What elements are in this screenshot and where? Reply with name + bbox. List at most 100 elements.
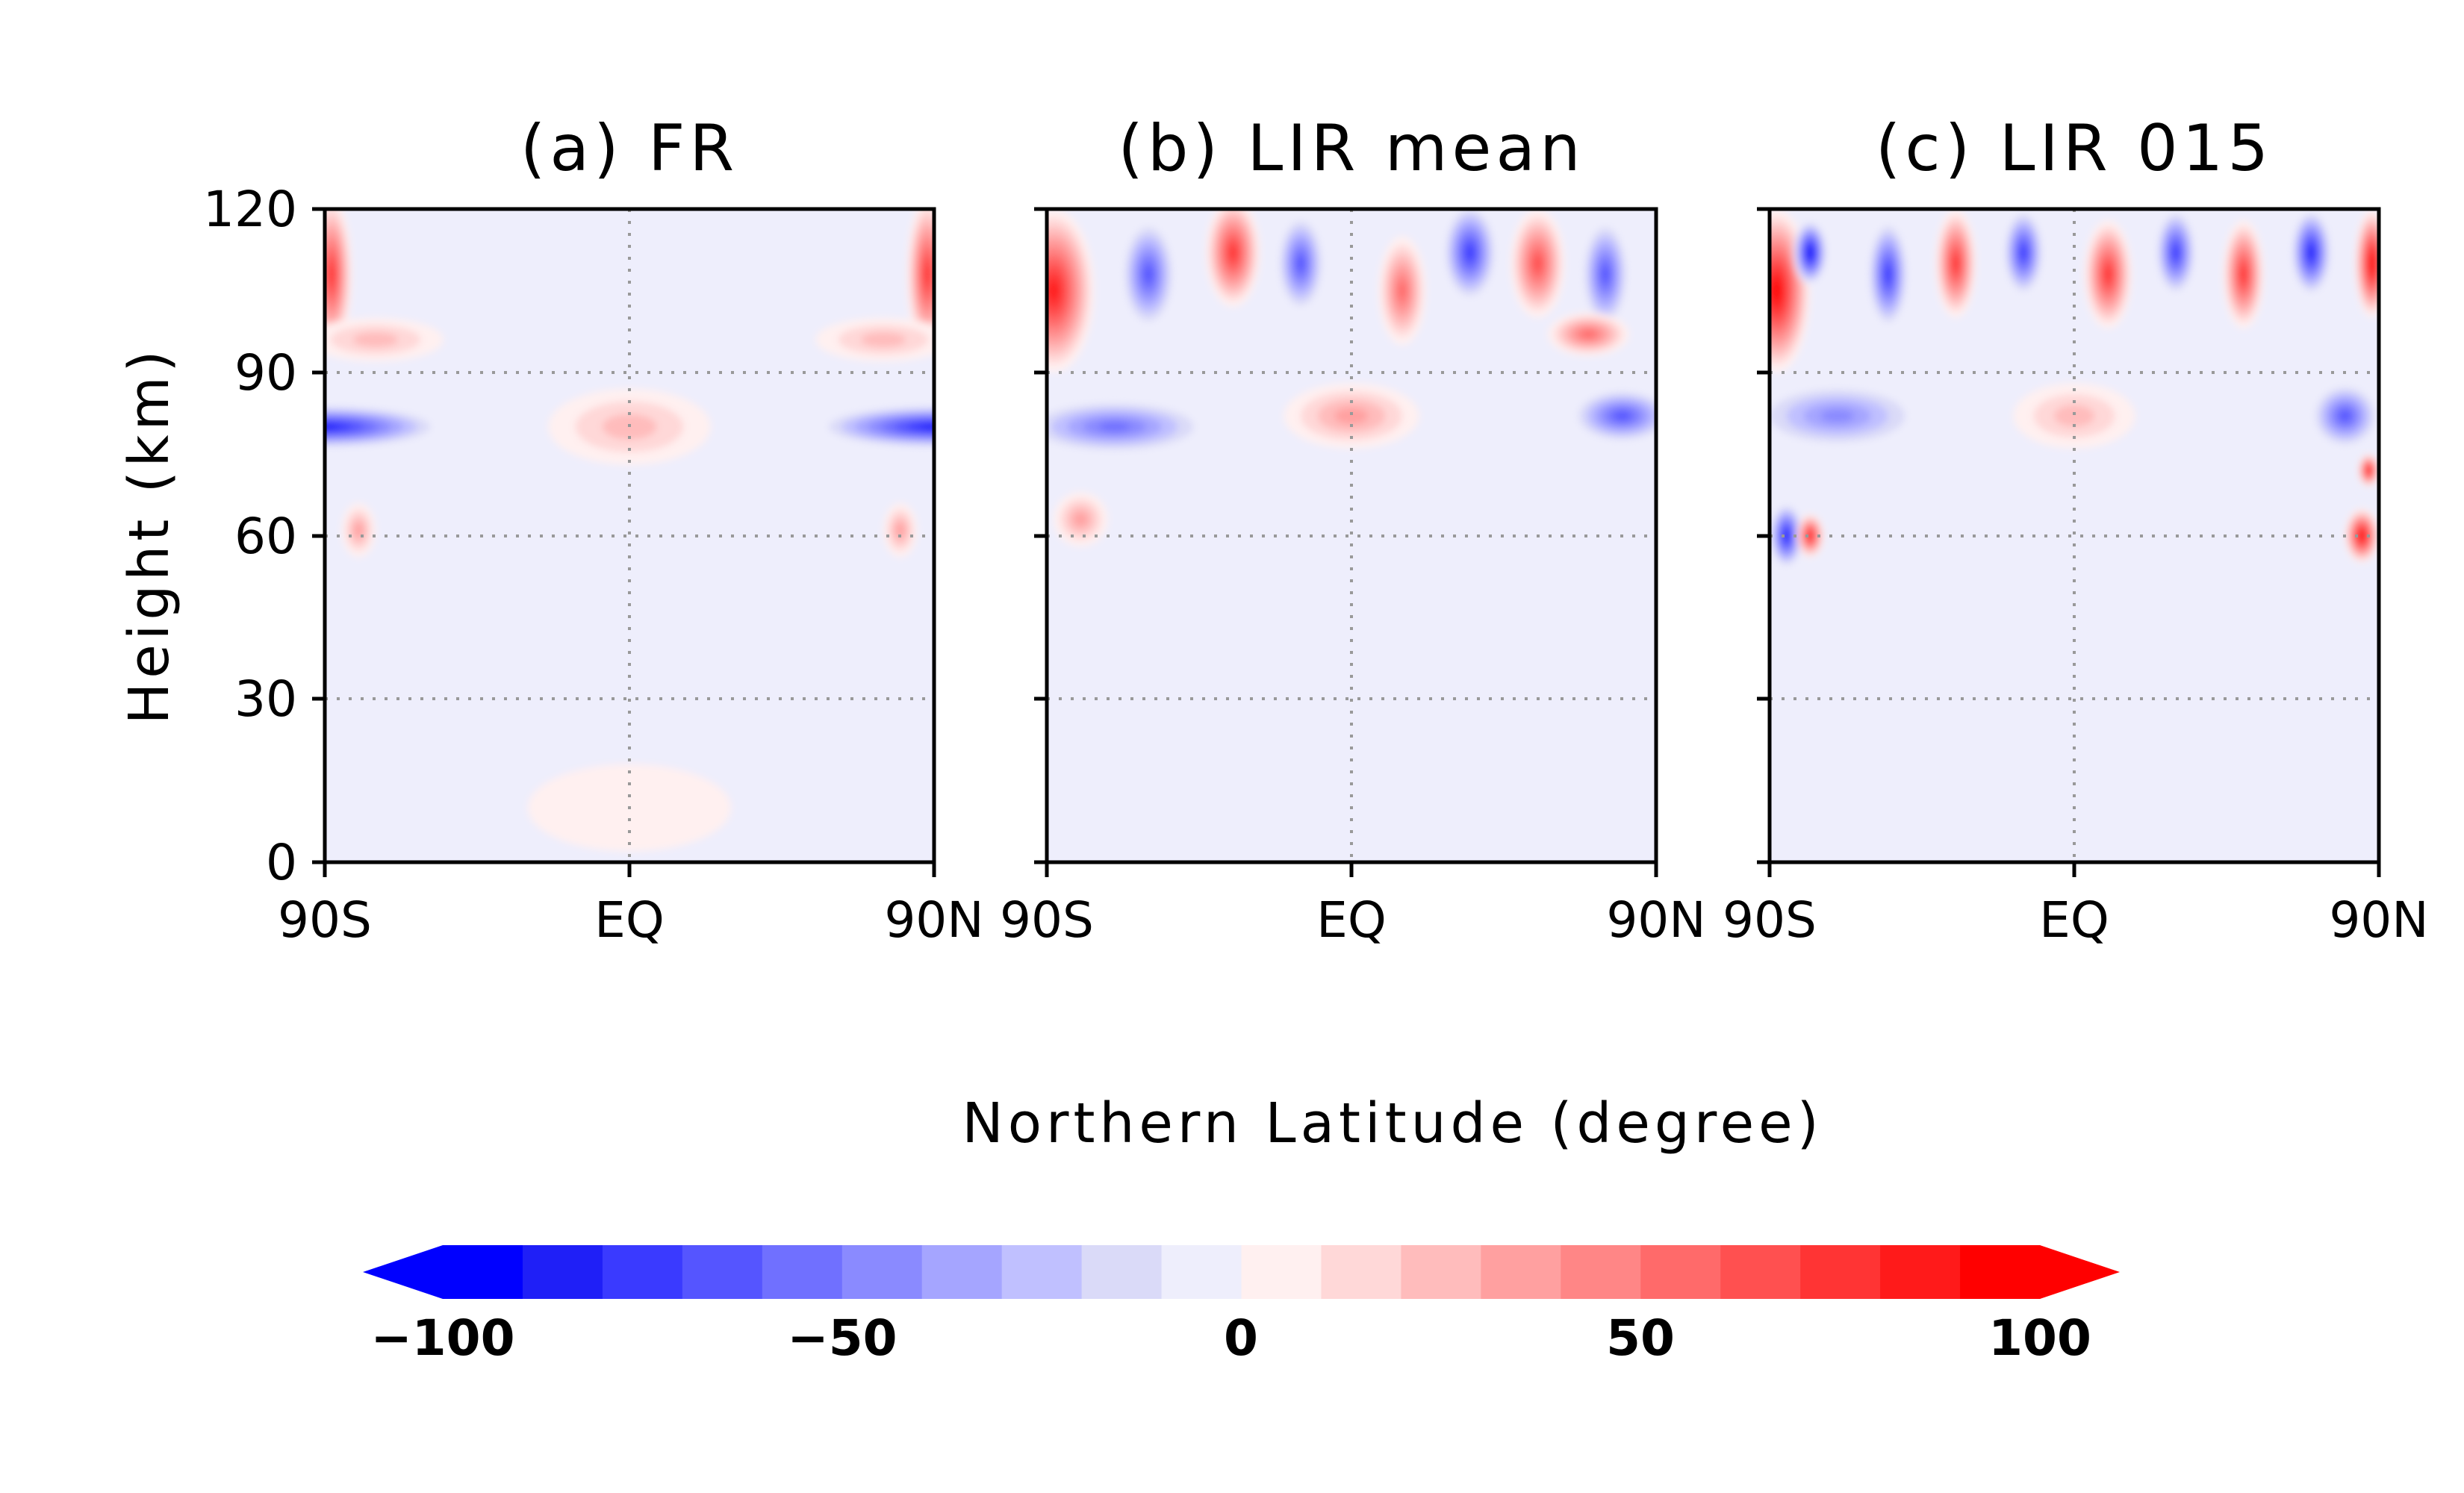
contour-level [1820,409,1855,423]
x-tick-label: EQ [594,891,665,949]
colorbar-segment [1960,1245,2041,1299]
colorbar-segment [1561,1245,1641,1299]
colorbar-segment [522,1245,603,1299]
grid-lines [325,209,934,862]
contour-level [1773,282,1780,299]
colorbar-extend-high [2040,1245,2120,1299]
x-tick-label: 90S [278,891,372,949]
colorbar-segment [1401,1245,1481,1299]
y-ticks [1034,207,1047,864]
contour-level [1098,422,1130,431]
x-axis-title: Northern Latitude (degree) [962,1091,1823,1156]
panel-title: (b) LIR mean [1118,111,1584,186]
contour-level [921,424,934,429]
contour-level [1144,267,1153,282]
y-axis-title: Height (km) [117,346,181,725]
y-tick-label: 60 [234,508,297,565]
contour-level [1466,246,1474,259]
contour-level [2105,267,2112,281]
contour-field [1047,209,1656,547]
contour-level [329,264,335,284]
contour-level [2340,411,2351,421]
x-ticks [323,862,936,877]
colorbar-segment [1241,1245,1322,1299]
contour-level [1602,267,1609,282]
colorbar-tick-label: 0 [1224,1309,1258,1367]
x-tick-label: 90N [2329,891,2428,949]
colorbar-segment [682,1245,763,1299]
contour-level [1229,246,1236,260]
colorbar-tick-label: 50 [1606,1309,1675,1367]
panel-c: (c) LIR 015 90S EQ 90N [1723,111,2429,949]
contour-level [2367,468,2371,473]
panel-a: (a) FR 90S EQ 90N 120 90 60 30 0 [203,111,984,949]
contour-level [2053,405,2095,427]
y-ticks [1757,207,1770,864]
contour-level [1808,249,1812,256]
x-tick-label: 90S [1000,891,1094,949]
contour-level [1334,408,1369,425]
colorbar-segment [1161,1245,1242,1299]
colorbar-segment [1720,1245,1801,1299]
colorbar-segment [1880,1245,1961,1299]
x-ticks [1045,862,1658,877]
panel-title: (a) FR [520,111,738,186]
x-tick-label: 90S [1723,891,1817,949]
colorbar [363,1245,2120,1299]
colorbar-segment [1001,1245,1083,1299]
colorbar-extend-low [363,1245,443,1299]
contour-level [325,424,338,429]
contour-field [1770,209,2379,569]
panel-title: (c) LIR 015 [1876,111,2273,186]
y-tick-label: 30 [234,670,297,728]
colorbar-segment [602,1245,683,1299]
grid-lines [1047,209,1656,862]
colorbar-segment [841,1245,923,1299]
colorbar-segment [1321,1245,1401,1299]
contour-level [1785,532,1789,540]
x-tick-label: 90N [1606,891,1705,949]
grid-lines [1770,209,2379,862]
colorbar-tick-label: −100 [370,1309,514,1367]
colorbar-segment [1481,1245,1561,1299]
y-ticks [312,207,325,864]
contour-level [354,523,364,537]
contour-level [1074,512,1088,526]
colorbar-segment [1800,1245,1881,1299]
contour-level [1885,267,1891,281]
contour-level [2370,258,2374,269]
x-tick-label: 90N [884,891,983,949]
y-tick-label: 120 [203,181,297,238]
contour-level [1581,330,1596,338]
contour-level [1049,281,1059,300]
contour-level [2360,532,2364,539]
contour-level [1614,411,1630,420]
colorbar-segment [762,1245,843,1299]
y-tick-label: 90 [234,344,297,402]
contour-level [528,209,731,269]
x-tick-label: EQ [2039,891,2109,949]
colorbar-tick-label: 100 [1988,1309,2091,1367]
contour-level [2020,247,2026,258]
contour-level [896,523,905,537]
contour-level [2309,247,2314,258]
contour-level [924,264,930,284]
contour-level [1953,256,1959,271]
colorbar-segment [1081,1245,1163,1299]
x-tick-label: EQ [1316,891,1387,949]
contour-level [2241,267,2247,281]
y-tick-label: 0 [266,834,297,891]
contour-level [1398,281,1407,300]
x-ticks [1767,862,2381,877]
contour-level [2173,247,2179,258]
contour-level [1808,533,1812,538]
contour-level [860,332,906,347]
contour-level [1534,255,1542,272]
panel-b: (b) LIR mean 90S EQ 90N [1000,111,1706,949]
colorbar-segment [1640,1245,1721,1299]
contour-level [352,332,399,347]
colorbar-segment [443,1245,523,1299]
contour-level [1297,256,1304,271]
colorbar-tick-label: −50 [787,1309,897,1367]
